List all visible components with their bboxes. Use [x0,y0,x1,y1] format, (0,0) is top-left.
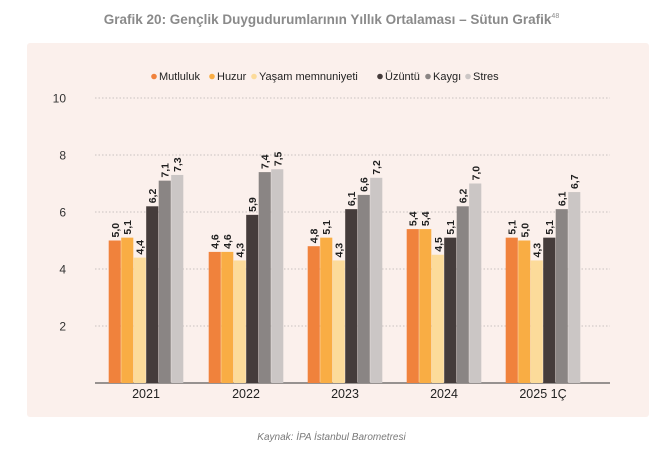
y-tick-label: 8 [59,149,66,163]
data-label: 6,2 [458,189,470,204]
data-label: 7,2 [371,160,383,175]
data-label: 7,4 [260,154,272,169]
bar [419,229,432,383]
bar [530,260,543,383]
data-label: 6,1 [346,191,358,206]
data-label: 5,1 [321,220,333,235]
bar [133,257,146,383]
legend-label: Stres [473,71,499,83]
bar [456,206,469,383]
data-label: 5,9 [247,197,259,212]
data-label: 6,2 [147,189,159,204]
data-label: 7,3 [172,157,184,172]
chart-title: Grafik 20: Gençlik Duygudurumlarının Yıl… [0,12,663,27]
data-label: 4,6 [210,234,222,249]
bar [146,206,159,383]
bar [307,246,320,383]
legend-swatch [209,73,215,80]
legend-label: Kaygı [433,71,461,83]
legend-swatch [377,73,383,80]
y-tick-label: 10 [53,92,67,106]
data-label: 5,1 [544,220,556,235]
legend-swatch [151,73,157,80]
data-label: 5,1 [122,220,134,235]
title-footnote: 48 [551,12,560,20]
data-label: 7,5 [272,151,284,166]
bar [258,172,271,383]
bar [357,194,370,383]
bar [246,214,259,383]
data-label: 6,7 [569,174,581,189]
data-label: 6,1 [557,191,569,206]
bar [320,237,333,383]
bar [518,240,531,383]
bar [233,260,246,383]
chart-title-text: Grafik 20: Gençlik Duygudurumlarının Yıl… [103,12,552,27]
data-label: 4,6 [222,234,234,249]
legend-label: Üzüntü [385,71,420,83]
bar [345,209,358,383]
legend-swatch [251,73,257,80]
x-tick-label: 2022 [232,387,260,401]
data-label: 5,0 [519,223,531,238]
bar [543,237,556,383]
data-label: 4,3 [235,243,247,258]
data-label: 5,4 [420,211,432,226]
data-label: 6,6 [359,177,371,192]
bar [208,251,221,383]
bar [568,192,581,383]
legend-swatch [425,73,431,80]
legend-label: Huzur [217,71,247,83]
bar [370,177,383,383]
data-label: 5,1 [507,220,519,235]
legend-swatch [465,73,471,80]
data-label: 5,0 [110,223,122,238]
x-tick-label: 2025 1Ç [519,387,566,401]
data-label: 4,3 [532,243,544,258]
bar [108,240,121,383]
bar [158,180,171,383]
legend-label: Yaşam memnuniyeti [259,71,358,83]
y-tick-label: 4 [59,263,66,277]
data-label: 7,1 [160,163,172,178]
bar [555,209,568,383]
data-label: 4,3 [334,243,346,258]
source-note: Kaynak: İPA İstanbul Barometresi [257,432,406,443]
bar [171,174,184,383]
data-label: 7,0 [470,166,482,181]
bar [505,237,518,383]
data-label: 4,4 [135,240,147,255]
data-label: 5,4 [408,211,420,226]
x-tick-label: 2024 [430,387,458,401]
bar [332,260,345,383]
x-tick-label: 2021 [132,387,160,401]
legend-label: Mutluluk [159,71,200,83]
x-tick-label: 2023 [331,387,359,401]
bar [444,237,457,383]
bar [271,169,284,383]
y-tick-label: 2 [59,320,66,334]
data-label: 4,5 [433,237,445,252]
y-tick-label: 6 [59,206,66,220]
bar [121,237,134,383]
data-label: 5,1 [445,220,457,235]
bar [406,229,419,383]
bar [431,254,444,383]
data-label: 4,8 [309,228,321,243]
bar [221,251,234,383]
bar [469,183,482,383]
